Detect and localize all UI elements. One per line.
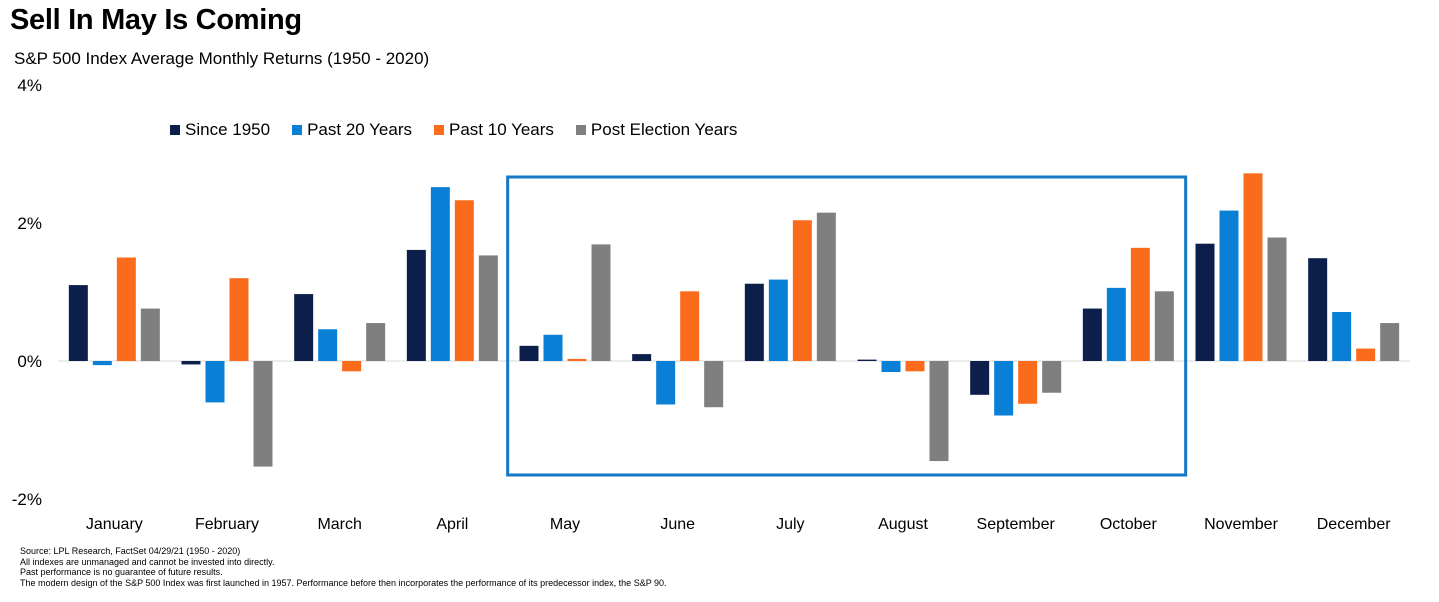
bar-post-election-years xyxy=(591,244,611,361)
bar-past-10-years xyxy=(1243,173,1263,361)
legend-item-since-1950: Since 1950 xyxy=(170,120,270,140)
legend-label-post-election-years: Post Election Years xyxy=(590,120,738,139)
x-tick-label: May xyxy=(550,516,580,533)
x-tick-label: July xyxy=(776,516,804,533)
bar-past-10-years xyxy=(454,200,474,361)
source-notes: Source: LPL Research, FactSet 04/29/21 (… xyxy=(20,546,667,588)
bar-since-1950 xyxy=(1082,308,1102,361)
bar-since-1950 xyxy=(857,359,877,361)
bar-past-20-years xyxy=(318,329,338,361)
x-tick-label: November xyxy=(1204,516,1278,533)
legend-swatch-past-20-years xyxy=(292,125,303,135)
bar-past-10-years xyxy=(1356,348,1376,361)
highlight-box xyxy=(506,175,1188,477)
bar-since-1950 xyxy=(181,361,201,365)
x-tick-label: February xyxy=(195,516,259,533)
x-tick-label: January xyxy=(86,516,143,533)
bar-past-10-years xyxy=(342,361,362,372)
bar-past-20-years xyxy=(205,361,225,403)
bar-since-1950 xyxy=(519,345,539,361)
source-note: Source: LPL Research, FactSet 04/29/21 (… xyxy=(20,546,241,556)
bar-post-election-years xyxy=(816,212,836,361)
bar-past-10-years xyxy=(229,278,249,361)
disclaimer-note: All indexes are unmanaged and cannot be … xyxy=(20,556,275,567)
index-history-note: The modern design of the S&P 500 Index w… xyxy=(20,577,667,588)
bar-since-1950 xyxy=(68,285,88,361)
legend-item-past-10-years: Past 10 Years xyxy=(434,120,554,140)
bar-past-20-years xyxy=(768,279,788,361)
bar-past-20-years xyxy=(1219,210,1239,361)
y-tick-label: 4% xyxy=(17,76,42,95)
y-tick-label: -2% xyxy=(12,490,42,509)
bar-past-20-years xyxy=(543,334,563,361)
bar-since-1950 xyxy=(294,294,314,361)
legend-item-past-20-years: Past 20 Years xyxy=(292,120,412,140)
y-tick-label: 0% xyxy=(17,352,42,371)
bar-since-1950 xyxy=(406,249,426,361)
legend-swatch-past-10-years xyxy=(434,125,444,135)
bar-past-10-years xyxy=(680,291,700,361)
bar-post-election-years xyxy=(929,361,949,462)
legend-item-post-election-years: Post Election Years xyxy=(575,120,738,140)
chart-legend: Since 1950 Past 20 Years Past 10 Years P… xyxy=(170,120,737,140)
bar-since-1950 xyxy=(1195,243,1215,361)
bar-past-20-years xyxy=(92,361,112,366)
bar-post-election-years xyxy=(1380,323,1400,361)
bar-past-10-years xyxy=(792,220,812,361)
bar-past-10-years xyxy=(1018,361,1038,404)
bar-past-20-years xyxy=(656,361,676,405)
x-tick-label: August xyxy=(878,516,928,533)
bar-past-10-years xyxy=(567,358,587,361)
performance-note: Past performance is no guarantee of futu… xyxy=(20,567,223,577)
chart-subtitle: S&P 500 Index Average Monthly Returns (1… xyxy=(14,49,430,68)
bar-since-1950 xyxy=(632,354,652,361)
bar-post-election-years xyxy=(253,361,273,467)
chart-title: Sell In May Is Coming xyxy=(10,4,302,36)
bar-since-1950 xyxy=(970,361,990,395)
bar-past-20-years xyxy=(1106,287,1126,361)
bar-post-election-years xyxy=(1042,361,1062,393)
bar-past-20-years xyxy=(881,361,901,373)
legend-label-since-1950: Since 1950 xyxy=(185,120,271,139)
legend-swatch-since-1950 xyxy=(170,125,180,135)
x-tick-label: June xyxy=(660,516,695,533)
x-tick-label: April xyxy=(436,516,468,533)
legend-label-past-10-years: Past 10 Years xyxy=(449,120,554,139)
y-tick-label: 2% xyxy=(17,214,42,233)
x-tick-label: December xyxy=(1317,516,1391,533)
bar-past-20-years xyxy=(1332,312,1352,361)
bar-past-10-years xyxy=(1130,247,1150,361)
bar-past-20-years xyxy=(994,361,1014,416)
x-tick-label: September xyxy=(977,516,1056,533)
x-tick-label: March xyxy=(317,516,361,533)
legend-label-past-20-years: Past 20 Years xyxy=(307,120,412,139)
x-tick-label: October xyxy=(1100,516,1158,533)
bar-since-1950 xyxy=(1308,258,1328,361)
bar-post-election-years xyxy=(140,308,160,361)
legend-swatch-post-election-years xyxy=(575,125,586,135)
bar-post-election-years xyxy=(478,255,498,361)
bar-post-election-years xyxy=(1154,291,1174,361)
bar-past-10-years xyxy=(905,361,925,372)
bar-post-election-years xyxy=(704,361,724,408)
bar-past-10-years xyxy=(116,257,136,361)
bar-post-election-years xyxy=(1267,237,1287,361)
bar-past-20-years xyxy=(430,187,450,361)
bar-since-1950 xyxy=(744,283,764,361)
bar-post-election-years xyxy=(366,323,386,361)
